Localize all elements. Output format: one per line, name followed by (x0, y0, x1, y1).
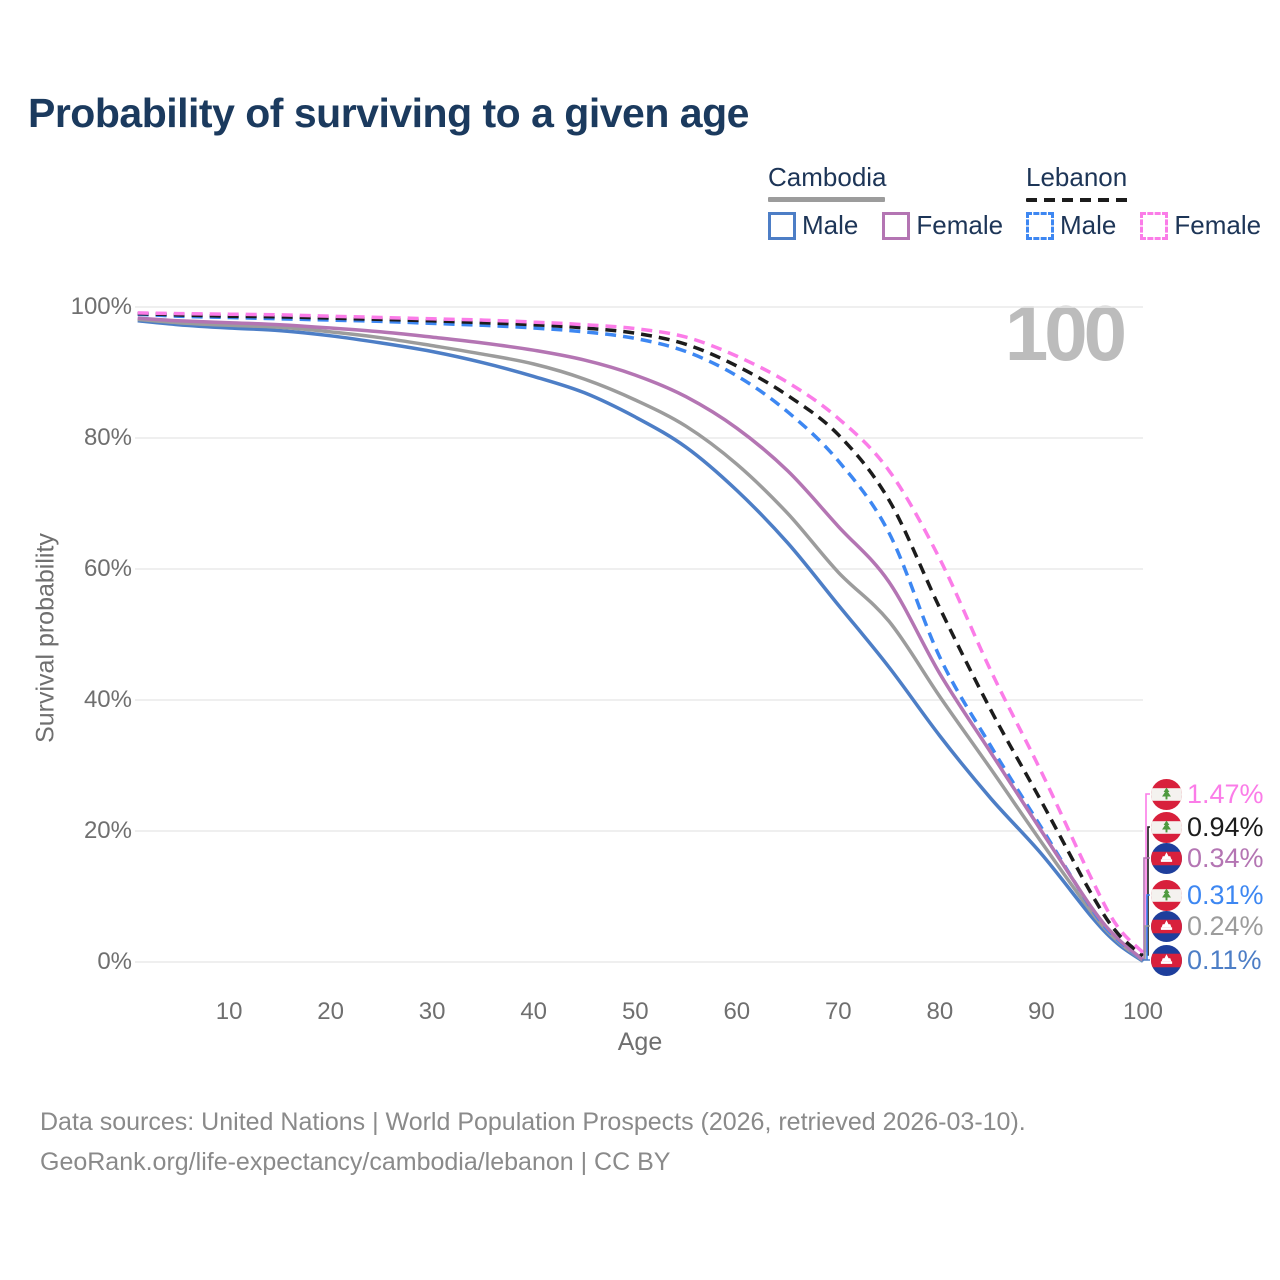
x-tick-label: 50 (621, 998, 649, 1025)
legend-country-cambodia[interactable]: Cambodia (768, 162, 887, 202)
footer-source-line: Data sources: United Nations | World Pop… (40, 1108, 1026, 1136)
legend-item-label: Male (1060, 210, 1117, 240)
x-tick-label: 60 (723, 998, 751, 1025)
cambodia-male-swatch (768, 211, 796, 240)
end-label-lebanon-male: 0.31% (1151, 879, 1264, 911)
leader-line (1142, 959, 1150, 962)
legend-item-label: Female (1174, 210, 1262, 240)
lebanon-male-swatch (1026, 211, 1054, 240)
end-label-value: 0.31% (1187, 879, 1264, 910)
leader-line (1145, 793, 1150, 953)
cambodia-flag-icon (1151, 910, 1182, 942)
end-label-lebanon-female: 1.47% (1151, 778, 1264, 810)
x-tick-label: 100 (1122, 998, 1164, 1025)
cambodia-flag-icon (1151, 842, 1182, 874)
survival-curves (137, 311, 1145, 963)
x-tick-label: 70 (824, 998, 852, 1025)
leader-line (1146, 894, 1150, 960)
y-tick-label: 100% (70, 293, 132, 320)
legend-country-label: Lebanon (1026, 162, 1128, 192)
x-tick-label: 80 (926, 998, 954, 1025)
legend-item-cambodia-male[interactable]: Male (768, 210, 858, 241)
x-axis-title: Age (617, 1028, 663, 1056)
lebanon-flag-icon (1151, 879, 1182, 911)
legend-item-label: Female (916, 210, 1004, 240)
x-tick-label: 40 (520, 998, 548, 1025)
x-tick-label: 10 (215, 998, 243, 1025)
lebanon-flag-icon (1151, 811, 1182, 843)
end-label-value: 1.47% (1187, 778, 1264, 809)
legend-country-label: Cambodia (768, 162, 887, 192)
legend-group-cambodia: Cambodia Male Female (768, 162, 1027, 241)
x-tick-label: 90 (1028, 998, 1055, 1025)
y-tick-label: 20% (83, 817, 132, 844)
survival-curve-lebanon-total (137, 311, 1145, 958)
end-label-cambodia-total: 0.24% (1151, 910, 1264, 942)
legend-item-cambodia-female[interactable]: Female (882, 210, 1003, 241)
end-label-value: 0.24% (1187, 910, 1264, 941)
end-label-value: 0.11% (1187, 944, 1262, 975)
cambodia-flag-icon (1151, 944, 1182, 976)
legend-item-label: Male (802, 210, 859, 240)
cambodia-line-style-swatch (768, 197, 885, 202)
end-label-cambodia-female: 0.34% (1151, 842, 1264, 874)
end-label-value: 0.94% (1187, 811, 1264, 842)
y-axis-title: Survival probability (31, 533, 60, 743)
legend-country-lebanon[interactable]: Lebanon (1026, 162, 1129, 202)
legend-item-lebanon-female[interactable]: Female (1140, 210, 1261, 241)
leader-line (1144, 925, 1150, 961)
legend-group-lebanon: Lebanon Male Female (1026, 162, 1280, 241)
end-label-value: 0.34% (1187, 842, 1264, 873)
legend-item-lebanon-male[interactable]: Male (1026, 210, 1116, 241)
x-tick-label: 20 (317, 998, 344, 1025)
y-tick-label: 80% (83, 424, 132, 451)
survival-curve-cambodia-male (137, 319, 1145, 963)
leader-line (1143, 857, 1150, 960)
lebanon-flag-icon (1151, 778, 1182, 810)
footer-url-line: GeoRank.org/life-expectancy/cambodia/leb… (40, 1148, 671, 1176)
end-label-lebanon-total: 0.94% (1151, 811, 1264, 843)
lebanon-line-style-swatch (1026, 198, 1129, 202)
lebanon-female-swatch (1140, 211, 1169, 240)
end-label-cambodia-male: 0.11% (1151, 944, 1262, 976)
y-tick-label: 0% (97, 948, 132, 975)
y-tick-label: 60% (83, 555, 132, 582)
survival-curve-lebanon-male (137, 312, 1145, 962)
survival-curve-lebanon-female (137, 311, 1145, 954)
survival-curve-cambodia-total (137, 317, 1145, 962)
survival-curve-cambodia-female (137, 316, 1145, 962)
x-tick-label: 30 (418, 998, 446, 1025)
y-tick-label: 40% (83, 686, 132, 713)
page-title: Probability of surviving to a given age (28, 90, 749, 136)
leader-lines (1142, 793, 1150, 962)
cambodia-female-swatch (882, 211, 911, 240)
gridlines (135, 306, 1143, 963)
leader-line (1147, 826, 1150, 956)
